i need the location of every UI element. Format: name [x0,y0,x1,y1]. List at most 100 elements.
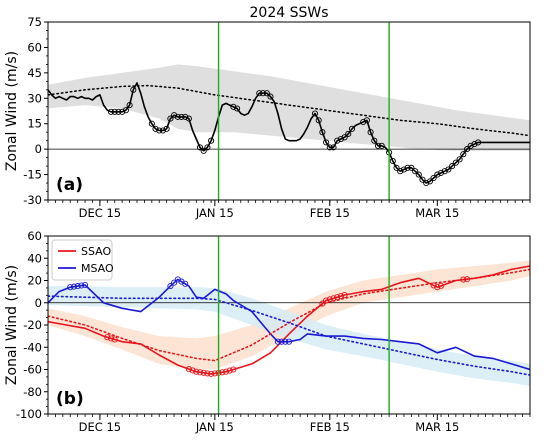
data-point [415,171,422,178]
data-point [412,168,419,175]
data-point [463,146,471,153]
data-point [200,369,207,376]
y-tick-label: 15 [27,117,42,131]
climatology-line [48,82,530,184]
data-point [437,282,445,289]
data-point [230,366,237,373]
data-point [334,137,341,144]
data-point [430,174,437,182]
y-tick-label: 75 [27,15,42,29]
y-tick-label: 0 [35,296,42,310]
data-point [408,164,415,171]
data-point [419,176,426,183]
data-point [185,115,192,122]
data-point [171,279,178,286]
climatology-line [48,84,530,137]
data-point [337,293,344,300]
legend-label: MSAO [81,262,114,275]
data-point [107,108,115,115]
data-point [208,137,215,144]
data-point [393,164,400,171]
data-point [111,108,118,115]
y-axis-title: Zonal Wind (m/s) [4,265,20,385]
y-tick-label: -60 [23,363,42,377]
data-point [445,166,452,173]
data-point [200,147,207,154]
data-point [259,90,267,97]
data-point [319,129,326,136]
plot-area [48,22,530,200]
data-point [404,164,411,171]
data-point [152,125,159,132]
data-point [234,105,241,112]
data-point [345,130,352,137]
data-point [256,90,263,97]
data-point [315,117,322,124]
data-point [115,108,122,115]
data-point [222,368,230,375]
data-point [78,282,85,289]
data-point [82,281,89,289]
data-point [226,367,233,374]
y-tick-label: 60 [27,40,42,54]
data-point [230,103,237,110]
data-point [189,367,196,374]
legend-label: SSAO [81,245,112,258]
data-point [148,120,155,127]
data-point [107,335,115,342]
data-point [430,282,437,289]
data-point [463,276,471,283]
data-point [70,283,78,290]
x-tick-label: MAR 15 [415,206,459,220]
data-point [122,107,129,114]
data-point [449,163,456,170]
y-tick-label: 20 [27,274,42,288]
climatology-band [48,286,530,387]
data-point [460,151,467,158]
data-point [467,142,474,149]
data-point [185,366,192,373]
data-point [182,113,189,120]
data-point [337,135,344,143]
data-point [397,168,404,175]
panel-label: (a) [56,175,83,195]
data-point [111,336,118,343]
y-tick-label: 60 [27,229,42,243]
data-point [267,93,274,100]
data-point [104,334,111,341]
data-point [441,168,448,175]
data-point [323,139,330,146]
data-point [423,179,430,187]
data-point [341,134,348,141]
data-point [208,370,215,377]
y-tick-label: -100 [16,407,42,421]
x-tick-label: JAN 15 [195,206,234,220]
data-point [341,291,348,299]
y-tick-label: 30 [27,91,42,105]
x-tick-label: DEC 15 [79,206,121,220]
y-tick-label: -30 [23,193,42,207]
panel-b: -100 -80 -60 -40 -20 0 20 40 60 DEC 15 JAN 15 FEB 1… [4,229,531,434]
data-point [348,125,356,132]
data-point [74,283,81,290]
y-tick-label: 40 [27,251,42,265]
data-point [219,369,226,376]
data-point [371,137,378,144]
x-tick-label: MAR 15 [415,420,459,434]
y-tick-label: -40 [23,340,42,354]
data-point [159,127,166,134]
figure-title: 2024 SSWs [250,5,329,21]
axes-frame [47,21,531,201]
data-point [363,117,370,124]
data-point [426,178,433,185]
panel-a: -30 -15 0 15 30 45 60 75 DEC 15 JAN 15 FEB 15 MAR 1… [4,15,531,220]
x-tick-label: JAN 15 [195,420,234,434]
climatology-band [48,64,530,151]
data-point [374,142,382,149]
data-point [196,369,204,376]
data-point [126,102,133,109]
data-point [193,368,200,375]
data-point [171,112,178,119]
msao-line [48,278,530,371]
y-tick-label: -15 [23,168,42,182]
